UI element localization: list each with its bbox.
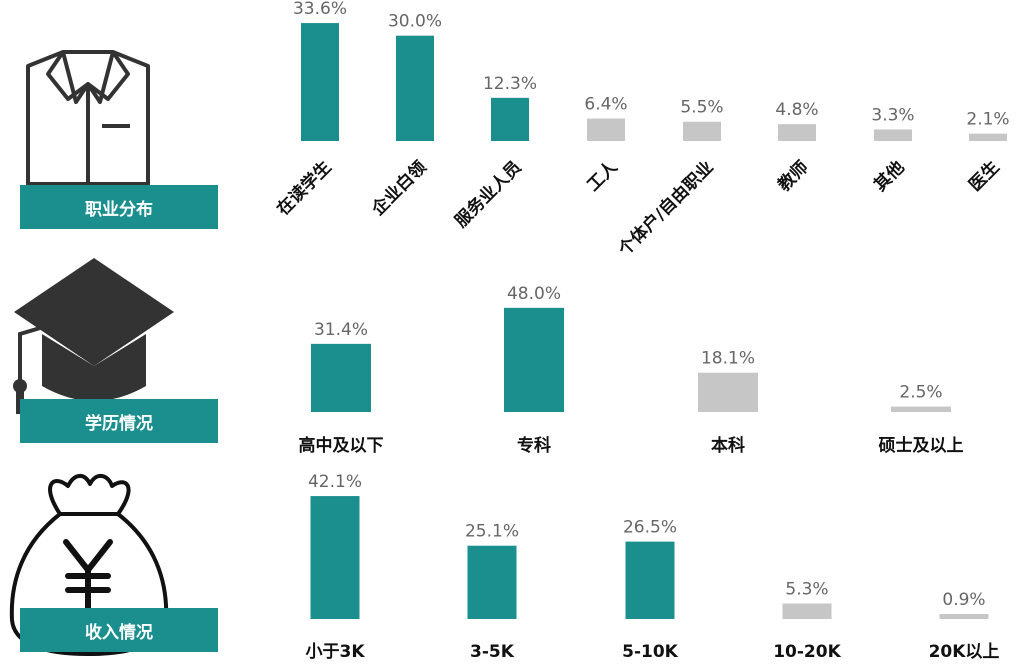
chart-3: 42.1% 小于3K 25.1% 3-5K 26.5% 5-10K 5.3% 10-20K 0.…: [305, 472, 999, 662]
value-label: 4.8%: [775, 100, 818, 120]
category-label: 高中及以下: [299, 435, 384, 456]
category-label: 20K以上: [929, 642, 1000, 662]
bar: [311, 343, 371, 412]
bar: [625, 541, 675, 619]
category-label: 工人: [583, 157, 622, 196]
category-label: 其他: [870, 157, 909, 196]
bar: [467, 545, 517, 619]
education-label: 学历情况: [20, 399, 218, 443]
category-label: 本科: [711, 435, 745, 456]
value-label: 5.3%: [785, 580, 828, 600]
occupation-label: 职业分布: [20, 185, 218, 229]
bar: [504, 307, 564, 412]
value-label: 12.3%: [483, 74, 537, 94]
value-label: 0.9%: [942, 590, 985, 610]
bar: [782, 603, 832, 619]
value-label: 2.5%: [899, 383, 942, 403]
bar: [874, 129, 912, 141]
value-label: 5.5%: [680, 98, 723, 118]
bar: [778, 124, 816, 141]
category-label: 5-10K: [622, 642, 679, 662]
category-label: 专科: [517, 435, 551, 456]
category-label: 教师: [773, 157, 813, 197]
category-label: 服务业人员: [451, 157, 526, 232]
bar: [587, 118, 625, 141]
bar: [698, 372, 758, 412]
bar: [301, 23, 339, 142]
category-label: 小于3K: [305, 642, 365, 662]
category-label: 3-5K: [470, 642, 515, 662]
value-label: 26.5%: [623, 518, 677, 538]
value-label: 33.6%: [293, 0, 347, 19]
chart-1: 33.6% 在读学生 30.0% 企业白领 12.3% 服务业人员 6.4% 工人 5.5% 个体…: [273, 0, 1010, 261]
category-label: 医生: [965, 157, 1004, 196]
money-bag-icon: [9, 474, 169, 656]
category-label: 个体户/自由职业: [613, 157, 717, 261]
income-label: 收入情况: [20, 608, 218, 652]
chart-2: 31.4% 高中及以下 48.0% 专科 18.1% 本科 2.5% 硕士及以上: [299, 284, 964, 456]
bar: [939, 614, 989, 619]
bar: [969, 133, 1007, 141]
value-label: 30.0%: [388, 12, 442, 32]
value-label: 6.4%: [584, 95, 627, 115]
category-label: 企业白领: [367, 157, 431, 221]
value-label: 25.1%: [465, 522, 519, 542]
bar: [683, 121, 721, 141]
shirt-icon: [26, 50, 150, 186]
bar: [891, 406, 951, 412]
value-label: 48.0%: [507, 284, 561, 304]
value-label: 3.3%: [871, 105, 914, 125]
value-label: 31.4%: [314, 320, 368, 340]
value-label: 18.1%: [701, 349, 755, 369]
category-label: 在读学生: [273, 157, 336, 220]
category-label: 硕士及以上: [879, 435, 964, 456]
value-label: 2.1%: [966, 110, 1009, 130]
value-label: 42.1%: [308, 472, 362, 492]
bar: [396, 35, 434, 142]
category-label: 10-20K: [773, 642, 841, 662]
graduation-cap-icon: [13, 258, 174, 414]
bar: [491, 97, 529, 141]
bar: [310, 496, 360, 619]
